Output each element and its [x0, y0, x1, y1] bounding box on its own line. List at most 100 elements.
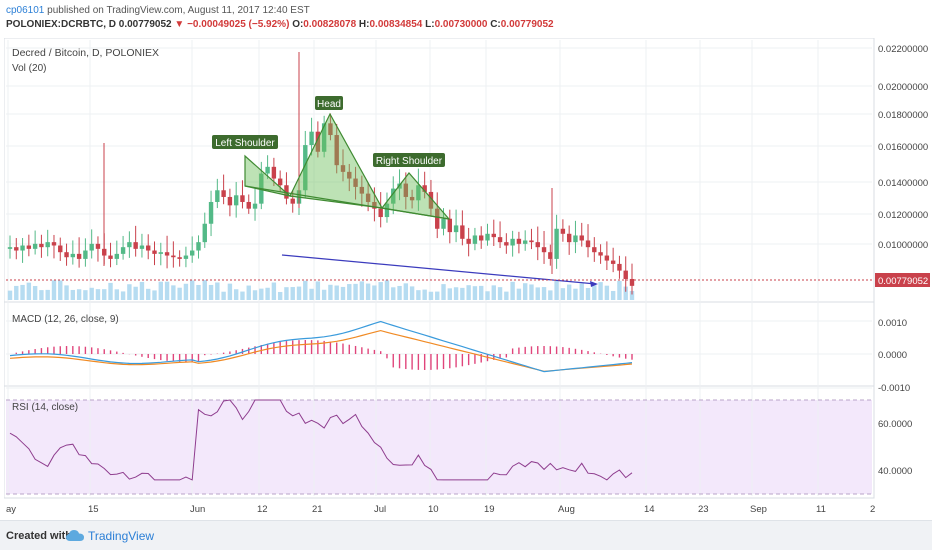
candle-body: [108, 255, 113, 259]
volume-bar: [32, 286, 38, 300]
trend-line[interactable]: [281, 254, 597, 285]
close-value: 0.00779052: [500, 19, 554, 30]
volume-bar: [51, 280, 57, 300]
volume-bar: [14, 285, 19, 300]
x-tick-label: Jun: [190, 504, 205, 515]
candle-body: [560, 228, 566, 234]
volume-bar: [296, 286, 302, 300]
x-tick-label: Jul: [374, 504, 386, 515]
candle-body: [529, 240, 534, 243]
candle-body: [246, 201, 251, 209]
candle-body: [233, 195, 239, 206]
volume-bar: [541, 287, 547, 300]
candle-body: [447, 218, 452, 233]
candle-body: [535, 242, 540, 248]
volume-bar: [497, 287, 503, 300]
volume-bar: [466, 285, 471, 300]
candle-body: [435, 208, 440, 229]
volume-bar: [309, 288, 314, 300]
volume-bar: [146, 288, 151, 300]
volume-bar: [347, 284, 352, 300]
candle-body: [277, 178, 283, 186]
symbol-label: POLONIEX:DCRBTC, D: [6, 19, 116, 30]
close-label: C:: [490, 19, 501, 30]
volume-bar: [529, 284, 534, 300]
rsi-tick-label: 60.0000: [878, 419, 912, 430]
candle-body: [7, 247, 13, 249]
macd-pane[interactable]: [3, 301, 875, 387]
candle-body: [585, 240, 591, 248]
volume-bar: [164, 281, 170, 300]
volume-bar: [460, 287, 465, 300]
published-text: published on TradingView.com, August 11,…: [47, 5, 310, 16]
candle-body: [70, 253, 76, 258]
volume-bar: [114, 289, 120, 300]
candle-body: [171, 255, 176, 258]
neckline: [244, 185, 450, 220]
candle-body: [133, 242, 138, 249]
author-link[interactable]: cp06101: [6, 5, 45, 16]
left-shoulder-label[interactable]: Left Shoulder: [212, 135, 278, 149]
main-pane[interactable]: [3, 37, 875, 303]
candle-body: [64, 252, 69, 258]
volume-bar: [491, 285, 496, 300]
chart-header: cp06101 published on TradingView.com, Au…: [0, 0, 932, 34]
candle-body: [384, 203, 390, 218]
last-price: 0.00779052: [118, 19, 172, 30]
head-text: Head: [317, 99, 341, 110]
candle-body: [39, 243, 44, 248]
candle-body: [152, 250, 157, 254]
volume-bar: [623, 286, 628, 300]
change-value: −0.00049025 (−5.92%): [187, 19, 290, 30]
publish-info: cp06101 published on TradingView.com, Au…: [6, 5, 310, 16]
volume-bar: [152, 290, 157, 300]
head-label[interactable]: Head: [315, 96, 343, 110]
volume-bar: [221, 291, 226, 300]
rsi-tick-label: 40.0000: [878, 466, 912, 477]
low-value: 0.00730000: [434, 19, 488, 30]
y-tick-label: 0.02000000: [878, 82, 928, 93]
candle-body: [32, 243, 38, 249]
volume-bar: [158, 281, 163, 300]
candle-body: [510, 238, 515, 246]
volume-bar: [485, 291, 490, 300]
volume-bar: [378, 282, 383, 300]
tradingview-cloud-icon: [66, 530, 84, 541]
volume-bar: [227, 283, 233, 300]
macd-line: [9, 320, 633, 373]
y-tick-label: 0.01200000: [878, 210, 928, 221]
candle-body: [504, 242, 509, 246]
y-tick-label: 0.02200000: [878, 44, 928, 55]
right-shoulder-text: Right Shoulder: [376, 156, 443, 167]
volume-bar: [252, 290, 258, 300]
candle-body: [604, 255, 610, 261]
volume-bar: [359, 281, 365, 300]
x-tick-label: 11: [816, 504, 826, 515]
candle-body: [617, 263, 622, 271]
volume-bar: [177, 287, 182, 300]
candle-body: [303, 145, 308, 191]
chart-svg[interactable]: Left Shoulder Head Right Shoulder 0.0077…: [3, 37, 930, 520]
volume-bar: [592, 285, 597, 300]
candle-body: [20, 245, 25, 251]
right-shoulder-label[interactable]: Right Shoulder: [373, 153, 445, 167]
x-tick-label: Aug: [558, 504, 575, 515]
candle-body: [497, 237, 503, 243]
candle-body: [271, 166, 277, 179]
tradingview-brand-link[interactable]: TradingView: [88, 529, 155, 543]
volume-bar: [372, 285, 377, 300]
x-axis: ay 15 Jun 12 21 Jul 10 19 Aug 14 23 Sep …: [6, 504, 875, 515]
candle-body: [321, 123, 327, 152]
candle-body: [365, 193, 371, 202]
trend-arrow-icon: [590, 281, 598, 287]
candle-body: [89, 243, 94, 251]
volume-bar: [422, 289, 427, 300]
candle-body: [422, 185, 427, 192]
candle-body: [158, 252, 163, 254]
high-value: 0.00834854: [369, 19, 423, 30]
chart-frame[interactable]: Left Shoulder Head Right Shoulder 0.0077…: [3, 37, 930, 520]
x-tick-label: 10: [428, 504, 439, 515]
candle-body: [227, 196, 233, 206]
volume-bar: [265, 287, 270, 300]
candle-body: [334, 135, 339, 166]
